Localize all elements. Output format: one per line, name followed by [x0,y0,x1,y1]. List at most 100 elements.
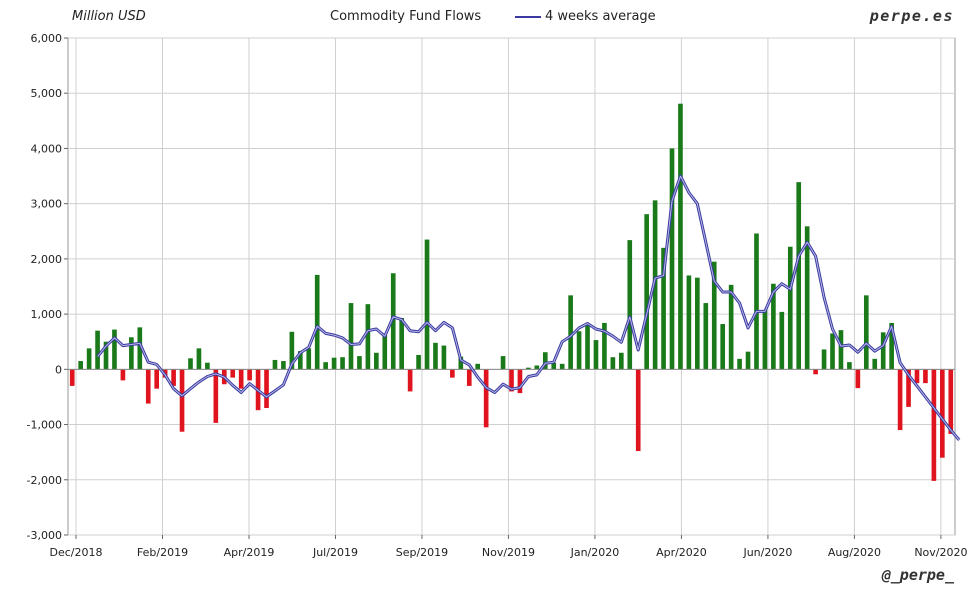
flow-bar [382,335,388,370]
flow-bar [188,358,193,370]
flow-bar [593,340,599,370]
flow-bar [627,240,633,370]
flow-bar [374,352,379,370]
flow-bar [830,333,835,370]
flow-bar [923,369,928,384]
flow-bar [407,369,413,392]
flow-bar [145,369,151,404]
flow-bar [542,352,548,370]
x-tick-label: Nov/2020 [914,546,967,559]
flow-bar [602,322,607,370]
flow-bar [779,311,785,370]
flow-bar [441,345,447,370]
flow-bar [247,369,252,381]
flow-bar [196,348,202,370]
flow-bar [424,239,430,370]
flow-bar [880,332,886,370]
flow-bar [551,362,557,370]
y-tick-label: 2,000 [31,253,63,266]
flow-bar [331,357,337,370]
flow-bar [635,369,641,452]
flow-bar [281,361,286,370]
flow-bar [787,246,793,370]
flow-bar [69,369,75,386]
author-handle: @_perpe_ [881,566,954,584]
flow-bar [348,303,354,370]
flow-bar [678,103,683,370]
flow-bar [559,363,565,370]
legend-line-swatch [515,15,541,18]
flow-bar [804,226,810,370]
flow-bar [754,233,759,370]
x-tick-label: Aug/2020 [828,546,881,559]
y-axis-unit-label: Million USD [72,9,146,24]
legend-label: 4 weeks average [545,9,656,24]
flow-bar [686,275,692,370]
flow-bar [323,362,328,370]
flow-bar [940,369,945,458]
flow-bar [205,362,210,370]
y-tick-label: -3,000 [27,529,62,542]
x-tick-label: Jan/2020 [570,546,620,559]
x-tick-label: Apr/2019 [224,546,275,559]
flow-bar [872,358,878,370]
flow-bar [568,295,573,370]
flow-bar [737,358,742,370]
flow-bar [847,362,852,370]
flow-bar [652,200,658,370]
flow-bar [745,351,751,370]
flow-bar [576,331,582,370]
flow-bar [137,327,143,370]
flow-bar [78,361,83,370]
flow-bar [213,369,219,423]
average-line [97,175,960,441]
flow-bar [728,284,734,370]
flow-bar [103,341,109,370]
flow-bar [618,352,624,370]
flow-bar [458,356,464,370]
flow-bar [289,331,295,370]
x-tick-label: Jul/2019 [312,546,358,559]
flow-bar [154,369,160,389]
flow-bar [669,148,675,370]
flow-bar [466,369,472,386]
flow-bar [526,367,531,370]
legend: 4 weeks average [515,9,656,24]
flow-bar [306,348,312,370]
flow-bar [500,356,506,370]
flow-bar [416,354,421,370]
flow-bar [230,369,236,378]
flow-bar [661,247,666,370]
flow-bar [863,295,869,370]
x-tick-label: Feb/2019 [137,546,188,559]
y-tick-label: 4,000 [31,142,63,155]
flow-bar [264,369,269,408]
flow-bar [897,369,903,431]
x-tick-label: Apr/2020 [656,546,707,559]
flow-bar [475,363,481,370]
flow-bar [914,369,920,384]
flow-bar [171,369,176,386]
flow-bar [889,322,894,370]
flow-bar [390,273,396,370]
flow-bar [120,369,126,381]
flow-bar [129,337,134,370]
flow-bar [762,310,768,370]
flow-bar [796,182,802,370]
flow-bar [534,365,540,370]
flow-bar [297,351,303,370]
flow-bar [95,330,100,370]
flow-bar [238,369,244,389]
flow-bar [365,304,371,370]
flow-bar [948,369,954,434]
flow-bar [906,369,911,407]
chart-title: Commodity Fund Flows [330,9,482,24]
y-tick-label: 6,000 [31,32,63,45]
flow-bar [711,261,717,370]
flow-bar [340,357,345,370]
x-tick-label: Dec/2018 [50,546,103,559]
flow-bar [703,303,709,370]
flow-bar [517,369,523,394]
flow-bar [821,349,827,370]
